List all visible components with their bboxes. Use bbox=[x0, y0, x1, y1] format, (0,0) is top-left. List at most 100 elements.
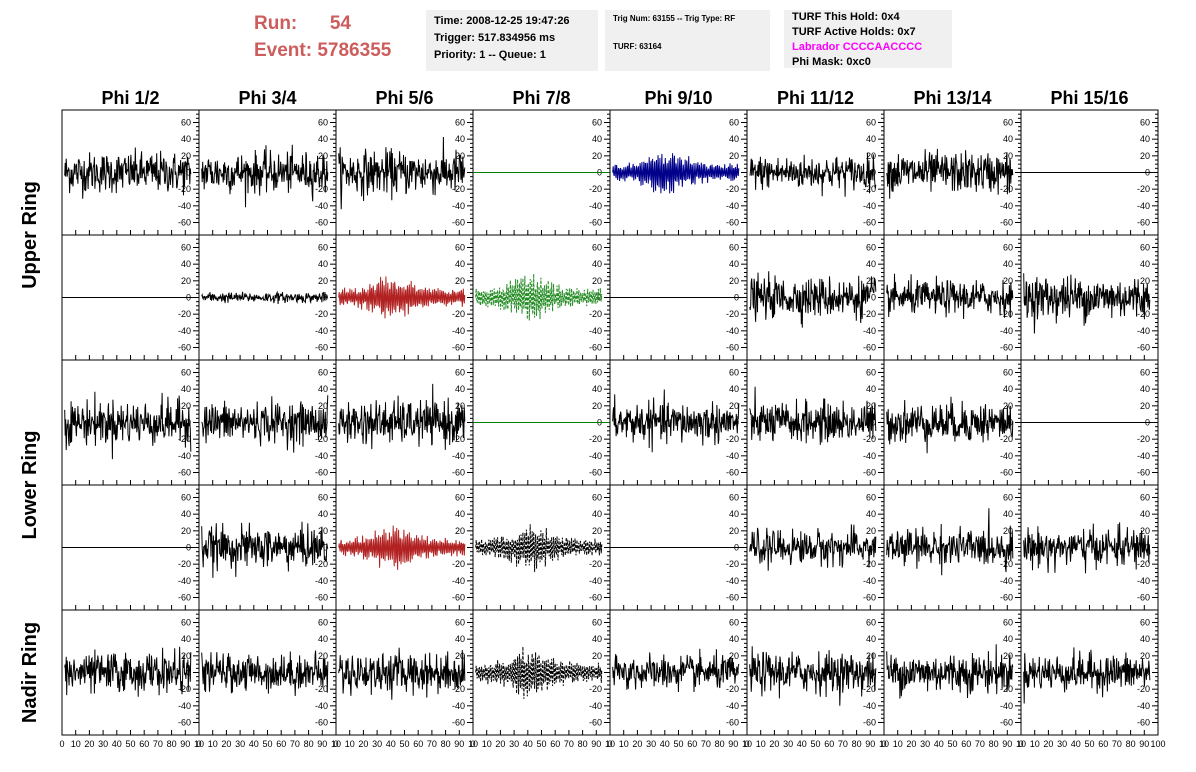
x-tick-label: 60 bbox=[413, 739, 423, 749]
event-label: Event: bbox=[254, 40, 312, 61]
y-tick-label: -60 bbox=[1137, 218, 1150, 228]
y-tick-label: 60 bbox=[181, 118, 191, 128]
y-tick-label: 40 bbox=[318, 259, 328, 269]
x-tick-label: 50 bbox=[262, 739, 272, 749]
y-tick-label: -20 bbox=[1137, 559, 1150, 569]
waveform-trace bbox=[613, 649, 739, 692]
y-tick-label: -20 bbox=[1000, 184, 1013, 194]
y-tick-label: -60 bbox=[178, 343, 191, 353]
y-tick-label: 60 bbox=[1140, 493, 1150, 503]
x-tick-label: 80 bbox=[852, 739, 862, 749]
y-tick-label: -40 bbox=[726, 201, 739, 211]
y-tick-label: -40 bbox=[1000, 201, 1013, 211]
waveform-trace bbox=[476, 274, 602, 321]
x-tick-label: 90 bbox=[454, 739, 464, 749]
y-tick-label: -60 bbox=[452, 718, 465, 728]
y-tick-label: -40 bbox=[315, 326, 328, 336]
y-tick-label: -60 bbox=[726, 218, 739, 228]
trigger-text: Trigger: 517.834956 ms bbox=[434, 30, 598, 47]
y-tick-label: -20 bbox=[1137, 684, 1150, 694]
x-tick-label: 40 bbox=[934, 739, 944, 749]
y-tick-label: -60 bbox=[178, 468, 191, 478]
y-tick-label: 40 bbox=[866, 259, 876, 269]
x-tick-label: 50 bbox=[947, 739, 957, 749]
y-tick-label: 60 bbox=[1003, 243, 1013, 253]
y-tick-label: -40 bbox=[315, 201, 328, 211]
column-header: Phi 13/14 bbox=[913, 88, 991, 108]
y-tick-label: -60 bbox=[315, 218, 328, 228]
x-tick-label: 70 bbox=[564, 739, 574, 749]
y-tick-label: -40 bbox=[726, 701, 739, 711]
y-tick-label: -40 bbox=[452, 701, 465, 711]
y-tick-label: -20 bbox=[178, 684, 191, 694]
y-tick-label: -40 bbox=[1000, 576, 1013, 586]
y-tick-label: -60 bbox=[589, 593, 602, 603]
x-tick-label: 90 bbox=[1139, 739, 1149, 749]
y-tick-label: -40 bbox=[315, 451, 328, 461]
y-tick-label: 20 bbox=[181, 276, 191, 286]
y-tick-label: 20 bbox=[181, 151, 191, 161]
y-tick-label: 20 bbox=[1140, 276, 1150, 286]
x-tick-label: 80 bbox=[441, 739, 451, 749]
y-tick-label: 60 bbox=[866, 618, 876, 628]
y-tick-label: -40 bbox=[589, 326, 602, 336]
y-tick-label: 20 bbox=[592, 651, 602, 661]
x-tick-label: 80 bbox=[715, 739, 725, 749]
x-tick-label: 0 bbox=[607, 739, 612, 749]
y-tick-label: 20 bbox=[455, 276, 465, 286]
y-tick-label: -20 bbox=[726, 309, 739, 319]
y-tick-label: 40 bbox=[866, 134, 876, 144]
y-tick-label: -60 bbox=[863, 593, 876, 603]
y-tick-label: -60 bbox=[315, 718, 328, 728]
x-tick-label: 90 bbox=[728, 739, 738, 749]
y-tick-label: -40 bbox=[589, 201, 602, 211]
waveform-trace bbox=[202, 292, 328, 304]
waveform-trace bbox=[339, 648, 465, 700]
x-tick-label: 10 bbox=[345, 739, 355, 749]
y-tick-label: 20 bbox=[1003, 276, 1013, 286]
x-tick-label: 0 bbox=[470, 739, 475, 749]
y-tick-label: -60 bbox=[863, 468, 876, 478]
x-tick-label: 70 bbox=[1112, 739, 1122, 749]
x-tick-label: 60 bbox=[1098, 739, 1108, 749]
y-tick-label: 40 bbox=[592, 384, 602, 394]
waveform-trace bbox=[750, 524, 876, 570]
x-tick-label: 20 bbox=[906, 739, 916, 749]
y-tick-label: -40 bbox=[726, 576, 739, 586]
x-tick-label: 40 bbox=[660, 739, 670, 749]
y-tick-label: 40 bbox=[455, 259, 465, 269]
event-header: Run: 54 Event: 5786355 Time: 2008-12-25 … bbox=[0, 0, 1196, 80]
y-tick-label: 60 bbox=[455, 368, 465, 378]
y-tick-label: -40 bbox=[863, 326, 876, 336]
x-tick-label: 70 bbox=[153, 739, 163, 749]
x-tick-label: 0 bbox=[196, 739, 201, 749]
x-tick-label: 80 bbox=[1126, 739, 1136, 749]
waveform-trace bbox=[476, 647, 602, 699]
y-tick-label: -40 bbox=[452, 326, 465, 336]
x-tick-label: 70 bbox=[975, 739, 985, 749]
y-tick-label: 60 bbox=[1140, 618, 1150, 628]
turf-active-text: TURF Active Holds: 0x7 bbox=[792, 25, 952, 40]
x-tick-label: 70 bbox=[427, 739, 437, 749]
y-tick-label: 60 bbox=[318, 618, 328, 628]
y-tick-label: -40 bbox=[589, 576, 602, 586]
y-tick-label: 20 bbox=[1140, 151, 1150, 161]
y-tick-label: -60 bbox=[1000, 718, 1013, 728]
y-tick-label: 40 bbox=[455, 384, 465, 394]
y-tick-label: -20 bbox=[726, 559, 739, 569]
x-tick-label: 50 bbox=[810, 739, 820, 749]
y-tick-label: -60 bbox=[863, 343, 876, 353]
y-tick-label: -60 bbox=[315, 468, 328, 478]
y-tick-label: 60 bbox=[592, 618, 602, 628]
y-tick-label: -60 bbox=[178, 593, 191, 603]
y-tick-label: -40 bbox=[452, 201, 465, 211]
x-tick-label: 60 bbox=[139, 739, 149, 749]
waveform-grid: Phi 1/2 Phi 3/4 Phi 5/6 Phi 7/8 Phi 9/10 Phi … bbox=[0, 80, 1196, 772]
x-tick-label: 10 bbox=[893, 739, 903, 749]
trig-num-box: Trig Num: 63155 -- Trig Type: RF TURF: 6… bbox=[605, 10, 770, 71]
turf-hold-text: TURF This Hold: 0x4 bbox=[792, 10, 952, 25]
y-tick-label: 20 bbox=[1003, 401, 1013, 411]
y-tick-label: -20 bbox=[863, 309, 876, 319]
y-tick-label: 40 bbox=[181, 634, 191, 644]
y-tick-label: 60 bbox=[1003, 618, 1013, 628]
